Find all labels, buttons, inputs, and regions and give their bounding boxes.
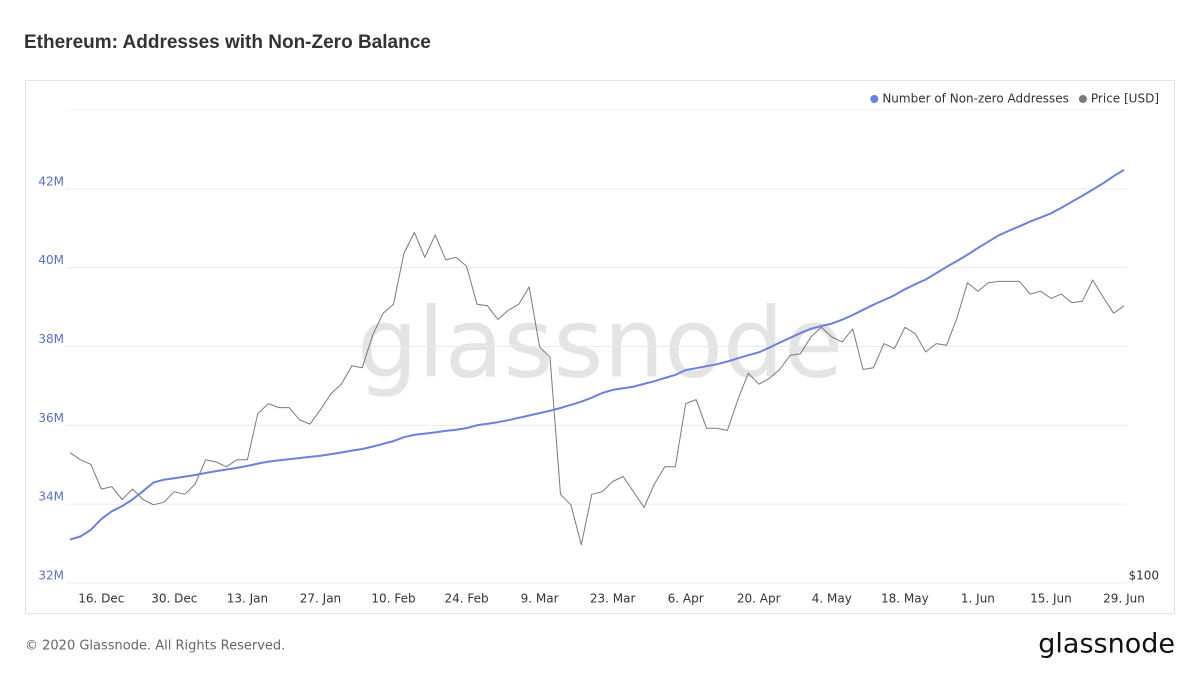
x-tick-label: 1. Jun bbox=[961, 592, 995, 606]
x-tick-label: 23. Mar bbox=[590, 592, 636, 606]
x-tick-label: 13. Jan bbox=[227, 592, 268, 606]
footer: © 2020 Glassnode. All Rights Reserved. bbox=[25, 639, 285, 654]
y2-tick-label: $100 bbox=[1128, 569, 1159, 583]
x-tick-label: 15. Jun bbox=[1030, 592, 1072, 606]
legend-marker bbox=[1078, 95, 1087, 103]
y-tick-label: 36M bbox=[38, 411, 64, 425]
x-tick-label: 4. May bbox=[812, 592, 852, 606]
legend-marker bbox=[870, 95, 879, 103]
legend-label: Price [USD] bbox=[1091, 92, 1159, 106]
y-tick-label: 34M bbox=[38, 490, 64, 504]
x-tick-label: 6. Apr bbox=[668, 592, 704, 606]
x-tick-label: 27. Jan bbox=[300, 592, 341, 606]
x-tick-label: 16. Dec bbox=[78, 592, 124, 606]
y-tick-label: 32M bbox=[38, 569, 64, 583]
y-tick-label: 38M bbox=[38, 332, 64, 346]
x-tick-label: 30. Dec bbox=[151, 592, 197, 606]
x-tick-label: 9. Mar bbox=[521, 592, 559, 606]
y-tick-label: 40M bbox=[38, 253, 64, 267]
watermark: glassnode bbox=[357, 287, 843, 399]
x-tick-label: 29. Jun bbox=[1103, 592, 1145, 606]
chart-frame bbox=[25, 80, 1175, 614]
y-tick-label: 42M bbox=[38, 174, 64, 188]
x-tick-label: 24. Feb bbox=[444, 592, 488, 606]
x-tick-label: 20. Apr bbox=[737, 592, 781, 606]
x-tick-label: 18. May bbox=[881, 592, 929, 606]
legend: Price [USD] Number of Non-zero Addresses bbox=[870, 92, 1159, 106]
x-tick-label: 10. Feb bbox=[371, 592, 415, 606]
legend-label: Number of Non-zero Addresses bbox=[882, 92, 1069, 106]
series-line bbox=[69, 231, 1125, 546]
series-line bbox=[69, 169, 1125, 541]
logo: glassnode bbox=[1038, 629, 1175, 660]
chart-title: Ethereum: Addresses with Non-Zero Balanc… bbox=[24, 32, 431, 53]
